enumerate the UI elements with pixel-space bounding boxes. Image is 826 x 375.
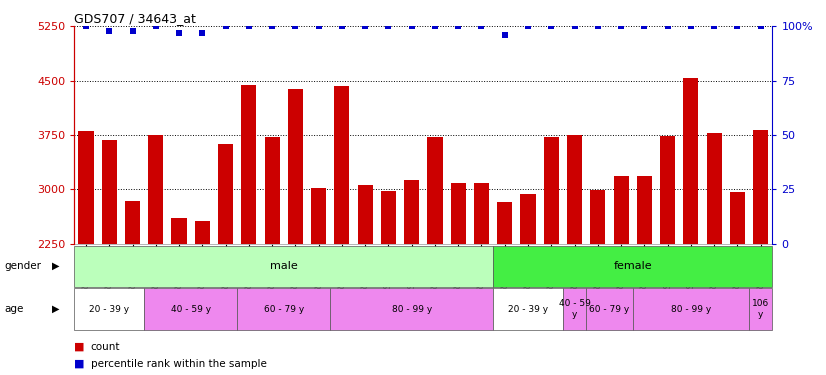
Text: 60 - 79 y: 60 - 79 y <box>263 304 304 313</box>
Bar <box>74 246 493 287</box>
Bar <box>660 136 675 244</box>
Point <box>358 23 372 29</box>
Point <box>102 28 116 34</box>
Point <box>638 23 651 29</box>
Point <box>219 23 232 29</box>
Point <box>312 23 325 29</box>
Bar <box>683 78 699 244</box>
Point <box>684 23 697 29</box>
Text: ■: ■ <box>74 342 85 352</box>
Bar <box>614 176 629 244</box>
Point <box>265 23 278 29</box>
Bar <box>74 288 145 330</box>
Point <box>173 30 186 36</box>
Text: ▶: ▶ <box>52 304 59 314</box>
Point <box>754 23 767 29</box>
Text: percentile rank within the sample: percentile rank within the sample <box>91 359 267 369</box>
Text: 80 - 99 y: 80 - 99 y <box>671 304 711 313</box>
Text: 80 - 99 y: 80 - 99 y <box>392 304 432 313</box>
Bar <box>544 137 559 244</box>
Bar <box>335 86 349 244</box>
Point <box>661 23 674 29</box>
Point <box>382 23 395 29</box>
Bar <box>102 140 116 244</box>
Bar <box>633 288 749 330</box>
Bar <box>586 288 633 330</box>
Point <box>405 23 418 29</box>
Point <box>498 32 511 38</box>
Bar <box>241 85 256 244</box>
Point <box>568 23 582 29</box>
Text: age: age <box>4 304 23 314</box>
Point <box>475 23 488 29</box>
Bar <box>172 218 187 244</box>
Bar <box>125 201 140 244</box>
Text: 40 - 59
y: 40 - 59 y <box>558 299 591 319</box>
Text: 20 - 39 y: 20 - 39 y <box>89 304 130 313</box>
Bar <box>264 137 280 244</box>
Text: count: count <box>91 342 121 352</box>
Point <box>196 30 209 36</box>
Bar <box>706 133 722 244</box>
Bar <box>591 190 605 244</box>
Bar <box>520 194 535 244</box>
Point <box>731 23 744 29</box>
Text: ▶: ▶ <box>52 261 59 271</box>
Text: 20 - 39 y: 20 - 39 y <box>508 304 548 313</box>
Bar <box>493 288 563 330</box>
Bar <box>474 183 489 244</box>
Point <box>615 23 628 29</box>
Bar <box>497 202 512 244</box>
Text: ■: ■ <box>74 359 85 369</box>
Text: gender: gender <box>4 261 41 271</box>
Bar <box>330 288 493 330</box>
Bar <box>145 288 237 330</box>
Point <box>708 23 721 29</box>
Bar <box>637 176 652 244</box>
Bar <box>218 144 233 244</box>
Bar <box>749 288 772 330</box>
Bar <box>311 188 326 244</box>
Text: 40 - 59 y: 40 - 59 y <box>171 304 211 313</box>
Bar <box>78 131 93 244</box>
Point <box>429 23 442 29</box>
Point <box>126 28 139 34</box>
Bar <box>237 288 330 330</box>
Point <box>544 23 558 29</box>
Point <box>591 23 605 29</box>
Point <box>521 23 534 29</box>
Bar <box>753 130 768 244</box>
Point <box>242 23 255 29</box>
Text: female: female <box>614 261 652 271</box>
Point <box>289 23 302 29</box>
Bar <box>451 183 466 244</box>
Point <box>335 23 349 29</box>
Text: 106
y: 106 y <box>752 299 769 319</box>
Bar <box>287 89 303 244</box>
Point <box>150 23 163 29</box>
Bar <box>427 137 443 244</box>
Bar <box>563 288 586 330</box>
Bar <box>567 135 582 244</box>
Text: 60 - 79 y: 60 - 79 y <box>589 304 629 313</box>
Point <box>452 23 465 29</box>
Bar <box>493 246 772 287</box>
Bar <box>195 221 210 244</box>
Bar <box>381 191 396 244</box>
Text: male: male <box>270 261 297 271</box>
Point <box>79 23 93 29</box>
Bar <box>148 135 164 244</box>
Bar <box>730 192 745 244</box>
Bar <box>358 185 373 244</box>
Bar <box>404 180 420 244</box>
Text: GDS707 / 34643_at: GDS707 / 34643_at <box>74 12 197 25</box>
